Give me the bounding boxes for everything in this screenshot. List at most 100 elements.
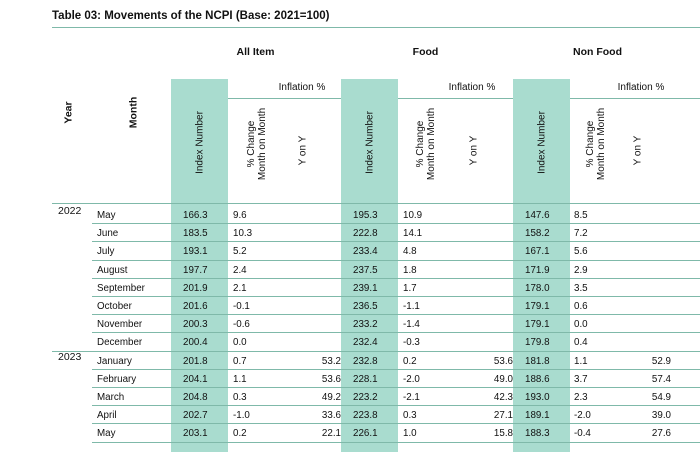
cell-all-mom: 1.1	[233, 373, 247, 385]
table-title: Table 03: Movements of the NCPI (Base: 2…	[52, 10, 330, 22]
table-row: November 200.3 -0.6 233.2 -1.4 179.1 0.0	[52, 316, 700, 333]
cell-food-mom: 0.3	[403, 410, 417, 422]
cell-food-yoy: 49.0	[493, 373, 513, 385]
nonfood-mom-header: % Change Month on Month	[585, 107, 607, 181]
row-separator	[92, 259, 700, 261]
cell-month: April	[97, 410, 117, 422]
food-mom-header: % Change Month on Month	[415, 107, 437, 181]
all-index-header: Index Number	[194, 111, 206, 174]
row-separator	[92, 223, 700, 225]
year-divider	[52, 350, 700, 352]
cell-nf-mom: 0.0	[574, 319, 588, 331]
cell-nf-mom: -2.0	[574, 410, 591, 422]
all-mom-header: % Change Month on Month	[246, 107, 268, 181]
cell-nf-mom: 3.5	[574, 282, 588, 294]
cell-food-mom: -1.1	[403, 301, 420, 312]
cell-food-idx: 232.4	[353, 337, 378, 349]
table-row: May 203.1 0.2 22.1 226.1 1.0 15.8 188.3 -0.4 27.6	[52, 425, 700, 442]
cell-all-yoy: 49.2	[321, 392, 341, 403]
cell-all-idx: 200.4	[183, 337, 208, 349]
row-separator	[92, 423, 700, 425]
cell-all-idx: 200.3	[183, 319, 208, 331]
table-row: July 193.1 5.2 233.4 4.8 167.1 5.6	[52, 243, 700, 260]
inflation-header-food: Inflation %	[448, 82, 496, 93]
cell-nf-yoy: 39.0	[651, 410, 671, 422]
cell-month: February	[97, 373, 137, 385]
cell-all-mom: 5.2	[233, 246, 247, 258]
cell-all-idx: 183.5	[183, 228, 208, 240]
food-yoy-header: Y on Y	[468, 135, 480, 166]
cell-nf-idx: 188.3	[525, 428, 550, 440]
cell-food-idx: 232.8	[353, 355, 378, 367]
group-all-item: All Item	[236, 46, 275, 58]
cell-month: September	[97, 282, 145, 294]
cell-food-mom: -1.4	[403, 319, 420, 331]
cell-all-mom: -1.0	[233, 410, 250, 422]
row-separator	[92, 314, 700, 316]
cell-food-idx: 228.1	[353, 373, 378, 385]
cell-all-yoy: 53.6	[321, 373, 341, 385]
row-separator	[92, 368, 700, 370]
row-separator	[92, 387, 700, 388]
cell-food-idx: 195.3	[353, 210, 378, 221]
year-header: Year	[62, 101, 75, 124]
cell-nf-idx: 171.9	[525, 264, 550, 276]
nonfood-yoy-header: Y on Y	[632, 135, 644, 166]
row-separator	[92, 277, 700, 279]
table-row: September 201.9 2.1 239.1 1.7 178.0 3.5	[52, 280, 700, 297]
row-separator	[92, 296, 700, 297]
cell-all-mom: 0.7	[233, 355, 247, 367]
cell-food-yoy: 42.3	[493, 392, 513, 403]
cell-food-yoy: 27.1	[493, 410, 513, 422]
cell-all-yoy: 22.1	[321, 428, 341, 440]
cell-all-idx: 204.1	[183, 373, 208, 385]
cell-nf-yoy: 57.4	[651, 373, 671, 385]
cell-nf-yoy: 27.6	[651, 428, 671, 440]
row-separator	[92, 441, 700, 443]
cell-all-mom: 0.3	[233, 392, 247, 403]
cell-nf-mom: 5.6	[574, 246, 588, 258]
cell-all-yoy: 33.6	[321, 410, 341, 422]
month-header: Month	[127, 96, 140, 129]
cell-all-mom: 0.2	[233, 428, 247, 440]
cell-food-mom: 10.9	[403, 210, 423, 221]
table-row: January 201.8 0.7 53.2 232.8 0.2 53.6 181.8 1.1 5…	[52, 353, 700, 370]
cell-all-idx: 204.8	[183, 392, 208, 403]
cell-all-idx: 202.7	[183, 410, 208, 422]
cell-food-mom: 14.1	[403, 228, 423, 240]
cell-nf-mom: 3.7	[574, 373, 588, 385]
cell-all-idx: 201.6	[183, 301, 208, 312]
table-row: March 204.8 0.3 49.2 223.2 -2.1 42.3 193.0 2.3 54…	[52, 389, 700, 406]
cell-nf-idx: 181.8	[525, 355, 550, 367]
cell-month: May	[97, 428, 116, 440]
cell-month: December	[97, 337, 143, 349]
cell-nf-mom: 0.4	[574, 337, 588, 349]
cell-all-mom: 2.4	[233, 264, 247, 276]
cell-nf-idx: 193.0	[525, 392, 550, 403]
cell-food-mom: 1.0	[403, 428, 417, 440]
cell-nf-idx: 178.0	[525, 282, 550, 294]
year-label-2022: 2022	[58, 205, 82, 217]
cell-food-mom: 4.8	[403, 246, 417, 258]
table-row: February 204.1 1.1 53.6 228.1 -2.0 49.0 188.6 3.…	[52, 371, 700, 388]
row-separator	[92, 241, 700, 243]
cell-month: November	[97, 319, 143, 331]
cell-nf-idx: 179.1	[525, 301, 550, 312]
cell-nf-idx: 179.1	[525, 319, 550, 331]
band-all-index	[171, 79, 228, 452]
cell-food-idx: 223.2	[353, 392, 378, 403]
cell-nf-mom: 2.9	[574, 264, 588, 276]
table-row: October 201.6 -0.1 236.5 -1.1 179.1 0.6	[52, 298, 700, 315]
cell-month: June	[97, 228, 119, 240]
cell-food-idx: 223.8	[353, 410, 378, 422]
cell-month: January	[97, 355, 132, 367]
cell-month: August	[97, 264, 128, 276]
table-row: December 200.4 0.0 232.4 -0.3 179.8 0.4	[52, 334, 700, 351]
cell-all-mom: 10.3	[233, 228, 253, 240]
cell-all-idx: 201.8	[183, 355, 208, 367]
cell-all-mom: -0.6	[233, 319, 250, 331]
cell-all-idx: 166.3	[183, 210, 208, 221]
inflation-header-all: Inflation %	[278, 82, 326, 93]
cell-all-idx: 201.9	[183, 282, 208, 294]
row-separator	[92, 405, 700, 407]
